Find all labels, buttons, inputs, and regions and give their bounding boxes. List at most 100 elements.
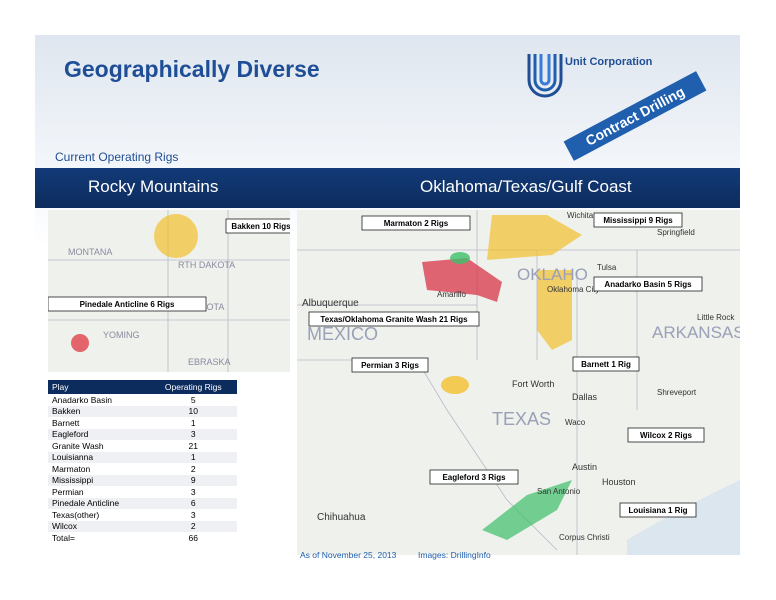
column-header: Operating Rigs: [149, 380, 237, 394]
map-label: RTH DAKOTA: [178, 260, 235, 270]
map-label: MONTANA: [68, 247, 112, 257]
rig-count: 10: [149, 405, 237, 417]
map-label: MEXICO: [307, 324, 378, 344]
rig-count: 3: [149, 486, 237, 498]
map-label: Houston: [602, 477, 636, 487]
callout-label: Bakken 10 Rigs: [231, 222, 290, 231]
map-label: Dallas: [572, 392, 598, 402]
column-header: Play: [48, 380, 150, 394]
callout-label: Pinedale Anticline 6 Rigs: [80, 300, 175, 309]
map-label: Albuquerque: [302, 298, 359, 309]
table-row: Total= 66: [48, 532, 237, 544]
play-name: Eagleford: [48, 428, 150, 440]
table-row: Wilcox 2: [48, 520, 237, 532]
play-name: Marmaton: [48, 463, 150, 475]
map-label: EBRASKA: [188, 357, 231, 367]
map-label: YOMING: [103, 330, 140, 340]
rig-count: 2: [149, 520, 237, 532]
rig-count: 3: [149, 509, 237, 521]
right-map: Albuquerque MEXICO OKLAHO ARKANSAS TEXAS Wich…: [297, 210, 740, 555]
map-label: Corpus Christi: [559, 533, 610, 542]
map-label: Amarillo: [437, 290, 466, 299]
map-label: Shreveport: [657, 388, 697, 397]
rig-count: 6: [149, 497, 237, 509]
callout-label: Wilcox 2 Rigs: [640, 431, 692, 440]
play-name: Pinedale Anticline: [48, 497, 150, 509]
table-row: Anadarko Basin 5: [48, 394, 237, 406]
rig-count: 5: [149, 394, 237, 406]
map-label: Fort Worth: [512, 379, 554, 389]
section-band: [35, 168, 740, 208]
callout-label: Marmaton 2 Rigs: [384, 219, 449, 228]
play-name: Anadarko Basin: [48, 394, 150, 406]
map-label: Wichita: [567, 211, 594, 220]
table-row: Granite Wash 21: [48, 440, 237, 452]
callout-label: Barnett 1 Rig: [581, 360, 631, 369]
table-row: Pinedale Anticline 6: [48, 497, 237, 509]
callout-box: [361, 215, 471, 231]
map-label: Austin: [572, 462, 597, 472]
table-row: Mississippi 9: [48, 474, 237, 486]
as-of-date: As of November 25, 2013: [300, 550, 397, 560]
callout-box: [351, 357, 429, 373]
callout-box: [572, 356, 640, 372]
callout-label: Permian 3 Rigs: [361, 361, 419, 370]
callout-box: [593, 212, 683, 228]
play-name: Total=: [48, 532, 150, 544]
play-name: Mississippi: [48, 474, 150, 486]
play-name: Texas(other): [48, 509, 150, 521]
callout-box: [619, 502, 697, 518]
map-label: Springfield: [657, 228, 695, 237]
map-label: San Antonio: [537, 487, 581, 496]
section-heading: Oklahoma/Texas/Gulf Coast: [420, 177, 632, 196]
table-row: Texas(other) 3: [48, 509, 237, 521]
map-label: TEXAS: [492, 409, 551, 429]
callout-box: [627, 427, 705, 443]
rig-count: 66: [149, 532, 237, 544]
rig-count: 1: [149, 451, 237, 463]
play-name: Barnett: [48, 417, 150, 429]
play-name: Granite Wash: [48, 440, 150, 452]
callout-box: [225, 218, 290, 234]
callout-label: Anadarko Basin 5 Rigs: [604, 280, 692, 289]
rig-table: Play Operating Rigs Anadarko Basin 5 Bakken 1…: [48, 380, 237, 544]
table-header: Play Operating Rigs: [48, 380, 237, 394]
section-heading: Rocky Mountains: [88, 177, 219, 196]
play-name: Permian: [48, 486, 150, 498]
play-name: Bakken: [48, 405, 150, 417]
table-row: Eagleford 3: [48, 428, 237, 440]
subtitle: Current Operating Rigs: [55, 150, 179, 164]
callout-label: Mississippi 9 Rigs: [603, 216, 673, 225]
callout-box: [308, 311, 480, 327]
play-name: Louisianna: [48, 451, 150, 463]
rig-count: 1: [149, 417, 237, 429]
map-label: ARKANSAS: [652, 323, 740, 342]
callout-label: Texas/Oklahoma Granite Wash 21 Rigs: [320, 315, 468, 324]
rig-count: 9: [149, 474, 237, 486]
callout-label: Eagleford 3 Rigs: [442, 473, 506, 482]
map-label: Waco: [565, 418, 586, 427]
image-credit: Images: DrillingInfo: [418, 550, 491, 560]
map-label: Tulsa: [597, 263, 617, 272]
map-label: Oklahoma City: [547, 285, 599, 294]
company-name: Unit Corporation: [565, 56, 653, 68]
callout-box: [593, 276, 703, 292]
callout-box: [48, 296, 207, 312]
table-row: Barnett 1: [48, 417, 237, 429]
table-row: Louisianna 1: [48, 451, 237, 463]
map-label: Little Rock: [697, 313, 735, 322]
callout-label: Louisiana 1 Rig: [628, 506, 687, 515]
table-row: Marmaton 2: [48, 463, 237, 475]
map-label: Chihuahua: [317, 512, 366, 523]
logo-mark: [527, 54, 563, 98]
rig-count: 2: [149, 463, 237, 475]
table-row: Permian 3: [48, 486, 237, 498]
slide-title: Geographically Diverse: [64, 56, 320, 82]
table-row: Bakken 10: [48, 405, 237, 417]
rig-count: 3: [149, 428, 237, 440]
callout-box: [429, 469, 519, 485]
play-name: Wilcox: [48, 520, 150, 532]
map-label: OKLAHO: [517, 265, 588, 284]
